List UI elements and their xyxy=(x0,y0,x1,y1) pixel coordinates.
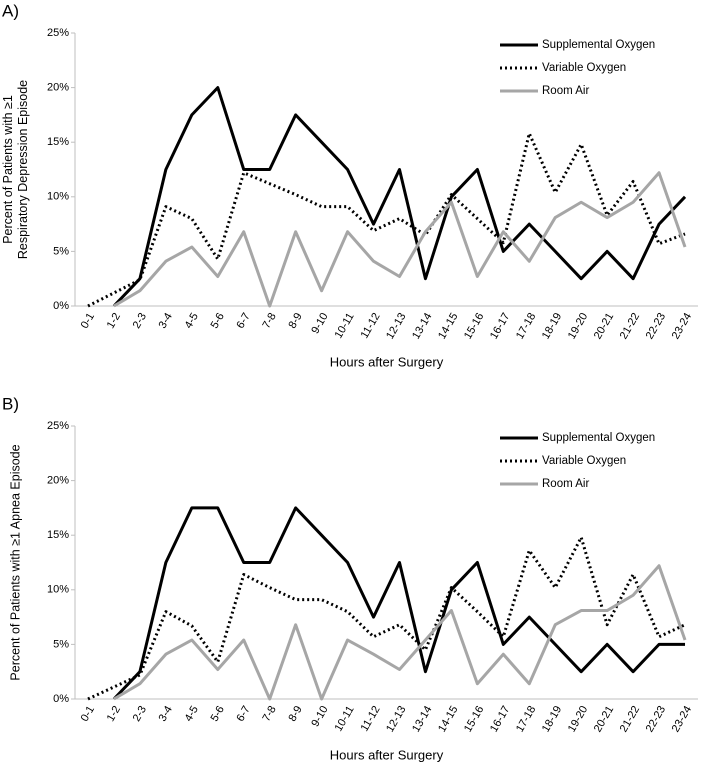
legend-label: Room Air xyxy=(542,85,589,97)
y-axis-label: Percent of Patients with ≥1 Apnea Episod… xyxy=(8,444,22,680)
x-tick-label: 22-23 xyxy=(644,311,668,341)
x-tick-label: 14-15 xyxy=(436,704,460,734)
x-tick-label: 0-1 xyxy=(79,311,97,331)
x-axis-label: Hours after Surgery xyxy=(330,747,444,762)
y-tick-label: 20% xyxy=(47,82,69,94)
x-tick-label: 6-7 xyxy=(234,311,252,331)
x-tick-label: 6-7 xyxy=(234,704,252,724)
y-tick-label: 15% xyxy=(47,529,69,541)
x-tick-label: 19-20 xyxy=(566,311,590,341)
x-tick-label: 12-13 xyxy=(384,311,408,341)
x-tick-label: 11-12 xyxy=(359,704,383,734)
x-tick-label: 1-2 xyxy=(105,311,123,331)
x-tick-label: 15-16 xyxy=(462,704,486,734)
x-tick-label: 7-8 xyxy=(260,311,278,331)
x-tick-label: 2-3 xyxy=(131,704,149,724)
x-tick-label: 10-11 xyxy=(333,311,357,341)
y-tick-label: 5% xyxy=(53,638,69,650)
y-tick-label: 15% xyxy=(47,136,69,148)
y-axis-label: Respiratory Depression Episode xyxy=(16,80,30,259)
y-tick-label: 25% xyxy=(47,420,69,432)
x-tick-label: 3-4 xyxy=(157,704,175,724)
x-tick-label: 12-13 xyxy=(384,704,408,734)
x-tick-label: 14-15 xyxy=(436,311,460,341)
y-tick-label: 0% xyxy=(53,693,69,705)
series-line xyxy=(113,171,687,308)
panel: B) Percent of Patients with ≥1 Apnea Epis… xyxy=(2,394,698,762)
x-tick-label: 16-17 xyxy=(488,704,512,734)
panel-label: A) xyxy=(2,1,19,20)
x-tick-label: 21-22 xyxy=(618,311,642,341)
legend-label: Variable Oxygen xyxy=(542,62,626,74)
x-tick-label: 4-5 xyxy=(183,311,201,331)
panel: A) Percent of Patients with ≥1 Respiratory… xyxy=(1,1,698,369)
y-tick-label: 25% xyxy=(47,27,69,39)
x-axis-label: Hours after Surgery xyxy=(330,354,444,369)
series-line xyxy=(87,535,686,701)
x-tick-label: 0-1 xyxy=(79,704,97,724)
series-line xyxy=(112,86,687,308)
y-tick-label: 10% xyxy=(47,584,69,596)
series-line xyxy=(112,506,686,701)
x-tick-label: 18-19 xyxy=(540,311,564,341)
x-tick-label: 23-24 xyxy=(670,311,694,341)
x-tick-label: 13-14 xyxy=(410,704,434,734)
x-tick-label: 18-19 xyxy=(540,704,564,734)
legend-label: Variable Oxygen xyxy=(542,455,626,467)
y-tick-label: 0% xyxy=(53,300,69,312)
y-axis-label: Percent of Patients with ≥1 xyxy=(1,95,15,244)
x-tick-label: 23-24 xyxy=(670,704,694,734)
x-tick-label: 9-10 xyxy=(309,704,330,729)
y-tick-label: 5% xyxy=(53,245,69,257)
legend-label: Room Air xyxy=(542,478,589,490)
x-tick-label: 9-10 xyxy=(309,311,330,336)
y-tick-label: 10% xyxy=(47,191,69,203)
x-tick-label: 5-6 xyxy=(209,704,227,724)
panel-label: B) xyxy=(2,394,19,413)
x-tick-label: 8-9 xyxy=(286,704,304,724)
x-tick-label: 19-20 xyxy=(566,704,590,734)
x-tick-label: 20-21 xyxy=(592,311,616,341)
x-tick-label: 11-12 xyxy=(359,311,383,341)
x-tick-label: 17-18 xyxy=(514,704,538,734)
x-tick-label: 13-14 xyxy=(410,311,434,341)
x-tick-label: 17-18 xyxy=(514,311,538,341)
legend-label: Supplemental Oxygen xyxy=(542,39,655,51)
series-line xyxy=(87,131,686,308)
legend-label: Supplemental Oxygen xyxy=(542,432,655,444)
x-tick-label: 16-17 xyxy=(488,311,512,341)
x-tick-label: 3-4 xyxy=(157,311,175,331)
x-tick-label: 10-11 xyxy=(333,704,357,734)
x-tick-label: 7-8 xyxy=(260,704,278,724)
x-tick-label: 21-22 xyxy=(618,704,642,734)
y-tick-label: 20% xyxy=(47,475,69,487)
series-line xyxy=(113,564,687,701)
x-tick-label: 8-9 xyxy=(286,311,304,331)
x-tick-label: 22-23 xyxy=(644,704,668,734)
x-tick-label: 20-21 xyxy=(592,704,616,734)
x-tick-label: 1-2 xyxy=(105,704,123,724)
x-tick-label: 15-16 xyxy=(462,311,486,341)
x-tick-label: 2-3 xyxy=(131,311,149,331)
x-tick-label: 4-5 xyxy=(183,704,201,724)
x-tick-label: 5-6 xyxy=(209,311,227,331)
